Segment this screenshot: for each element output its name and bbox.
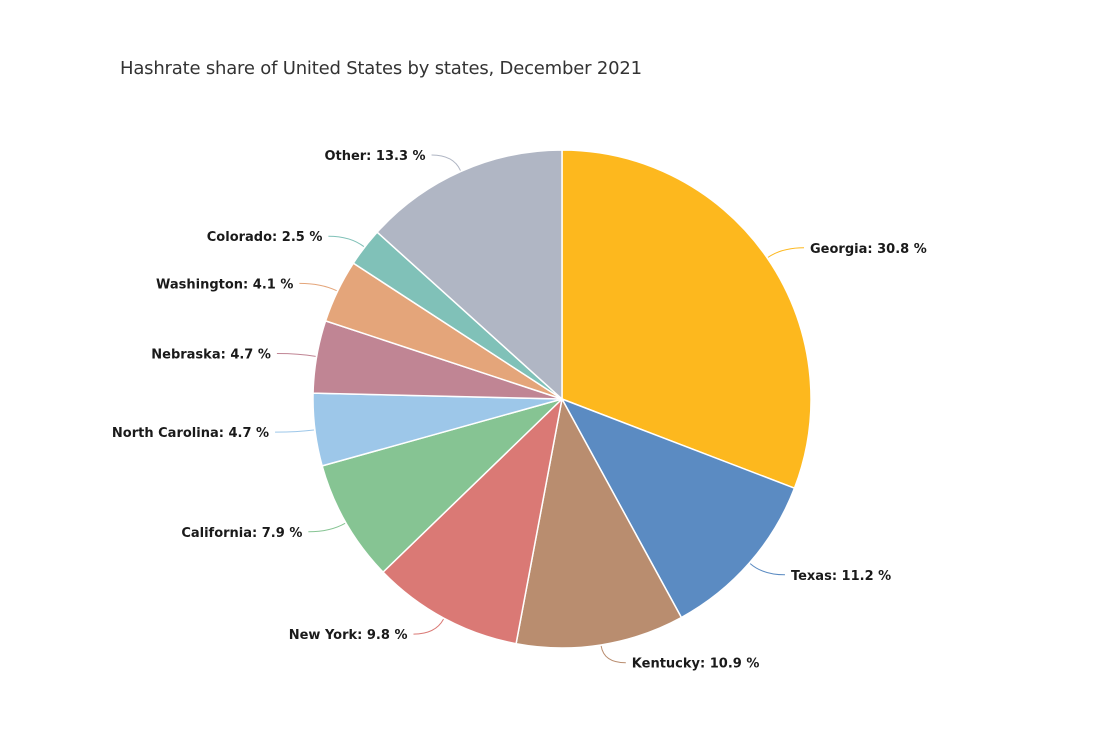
data-label-colorado: Colorado: 2.5 % (207, 230, 323, 245)
data-label-other: Other: 13.3 % (324, 149, 425, 164)
pie-slice-georgia[interactable] (561, 149, 812, 489)
label-connector-colorado (328, 235, 365, 247)
pie-slice-new-york[interactable] (382, 398, 563, 645)
pie-slice-texas[interactable] (561, 398, 796, 619)
data-label-kentucky: Kentucky: 10.9 % (632, 657, 760, 672)
label-connector-california (308, 522, 346, 533)
label-connector-other (431, 154, 461, 171)
data-label-washington: Washington: 4.1 % (156, 277, 293, 292)
data-label-nebraska: Nebraska: 4.7 % (151, 347, 271, 362)
label-connector-kentucky (600, 645, 626, 664)
data-label-north-carolina: North Carolina: 4.7 % (112, 426, 269, 441)
label-connector-north-carolina (275, 429, 314, 433)
label-connector-texas (749, 563, 785, 576)
data-label-georgia: Georgia: 30.8 % (810, 242, 927, 257)
label-connector-new-york (413, 618, 444, 635)
label-connector-washington (299, 282, 337, 292)
chart-title: Hashrate share of United States by state… (120, 58, 642, 79)
label-connector-georgia (767, 247, 805, 258)
data-label-new-york: New York: 9.8 % (289, 628, 408, 643)
connectors-layer (275, 154, 805, 664)
label-connector-nebraska (276, 352, 316, 357)
pie-slice-kentucky[interactable] (515, 398, 683, 649)
data-label-california: California: 7.9 % (181, 526, 302, 541)
slices-layer (312, 149, 812, 649)
pie-slice-california[interactable] (321, 398, 563, 573)
labels-layer: Georgia: 30.8 % Texas: 11.2 % Kentucky: 10… (112, 149, 927, 672)
data-label-texas: Texas: 11.2 % (791, 569, 891, 584)
pie-slice-other[interactable] (376, 149, 563, 400)
